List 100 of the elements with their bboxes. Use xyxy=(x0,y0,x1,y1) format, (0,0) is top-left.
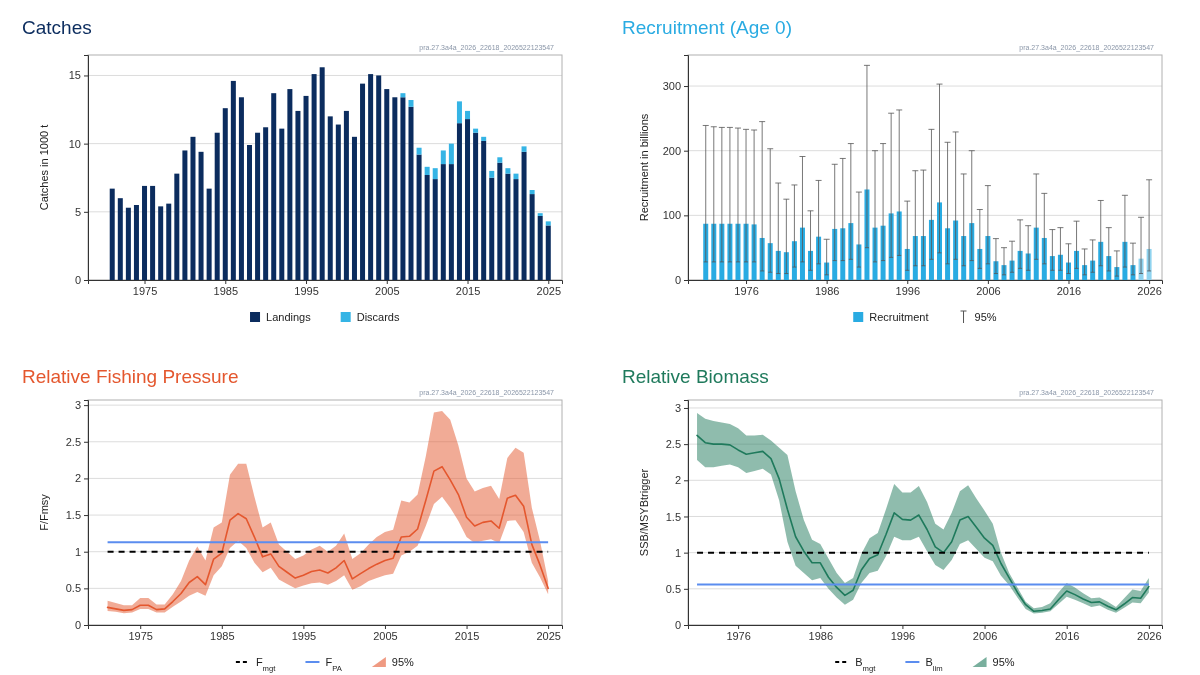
y-tick-label: 15 xyxy=(68,69,81,82)
x-tick-label: 2015 xyxy=(454,629,480,642)
bar xyxy=(198,151,204,280)
y-tick-label: 100 xyxy=(662,209,681,222)
y-axis-title: F/Fmsy xyxy=(38,493,50,531)
bar xyxy=(456,123,462,280)
bar xyxy=(513,179,519,280)
y-tick-label: 1 xyxy=(74,545,81,558)
bar xyxy=(150,185,156,280)
bar xyxy=(465,110,471,120)
x-tick-label: 1996 xyxy=(895,284,921,297)
bar xyxy=(489,170,495,178)
x-tick-label: 1996 xyxy=(890,629,916,642)
legend-label: B$_{mgt}$ xyxy=(855,656,877,673)
bar xyxy=(392,97,398,280)
x-tick-label: 2005 xyxy=(375,284,400,297)
x-tick-label: 2016 xyxy=(1056,284,1082,297)
x-tick-label: 2015 xyxy=(455,284,481,297)
y-tick-label: 0.5 xyxy=(665,582,681,595)
bar xyxy=(424,166,430,175)
bar xyxy=(521,146,527,152)
bar xyxy=(222,108,228,280)
y-tick-label: 0 xyxy=(674,274,681,287)
x-tick-label: 2016 xyxy=(1054,629,1080,642)
bar xyxy=(335,124,341,280)
bar xyxy=(400,97,406,280)
bar xyxy=(497,162,503,280)
y-tick-label: 2 xyxy=(74,472,81,485)
bar xyxy=(182,150,188,280)
y-tick-label: 3 xyxy=(674,401,681,414)
bar xyxy=(432,179,438,280)
bar xyxy=(416,154,422,280)
bar xyxy=(255,132,261,280)
x-tick-label: 1975 xyxy=(128,629,153,642)
y-axis-title: Recruitment in billions xyxy=(638,113,650,222)
x-tick-label: 1995 xyxy=(291,629,317,642)
y-tick-label: 1.5 xyxy=(65,509,81,522)
bar xyxy=(529,194,535,280)
bar xyxy=(473,128,479,133)
text: 95% xyxy=(992,656,1015,668)
bar xyxy=(448,143,454,165)
chart-title: Catches xyxy=(22,17,92,38)
x-tick-label: 1986 xyxy=(808,629,833,642)
bar xyxy=(166,203,172,280)
bar xyxy=(174,173,180,280)
bar xyxy=(327,116,333,280)
bar xyxy=(424,175,430,280)
bar xyxy=(230,80,236,280)
bar xyxy=(440,164,446,280)
x-tick-label: 2026 xyxy=(1137,629,1162,642)
bar xyxy=(142,185,148,280)
y-tick-label: 0 xyxy=(74,619,81,632)
y-tick-label: 0.5 xyxy=(65,582,81,595)
bar xyxy=(351,136,357,280)
bar xyxy=(497,157,503,163)
y-tick-label: 2 xyxy=(674,474,681,487)
text: 95% xyxy=(974,311,997,323)
bar xyxy=(481,140,487,280)
x-tick-label: 2006 xyxy=(976,284,1001,297)
y-tick-label: 300 xyxy=(662,80,681,93)
legend-label: Discards xyxy=(356,311,400,323)
x-tick-label: 1985 xyxy=(210,629,235,642)
x-tick-label: 2026 xyxy=(1137,284,1162,297)
bar xyxy=(448,164,454,280)
bar xyxy=(263,127,269,280)
bar xyxy=(295,110,301,280)
bar xyxy=(238,97,244,280)
bar xyxy=(481,136,487,141)
bar xyxy=(319,67,325,280)
bar xyxy=(456,101,462,124)
bar xyxy=(368,74,374,280)
bar xyxy=(489,177,495,280)
y-tick-label: 3 xyxy=(74,399,81,412)
bar xyxy=(537,213,543,216)
legend-label: Recruitment xyxy=(869,311,929,323)
y-tick-label: 1.5 xyxy=(665,510,681,523)
bar xyxy=(537,215,543,280)
bar xyxy=(529,190,535,195)
y-axis-title: Catches in 1000 t xyxy=(38,124,50,211)
bar xyxy=(384,89,390,280)
bar xyxy=(214,132,220,280)
bar xyxy=(271,93,277,280)
bar xyxy=(279,128,285,280)
bar xyxy=(513,173,519,180)
x-tick-label: 2005 xyxy=(373,629,398,642)
chart-title: Relative Biomass xyxy=(622,366,769,387)
y-tick-label: 2.5 xyxy=(65,435,81,448)
bar xyxy=(247,145,252,280)
x-tick-label: 1975 xyxy=(132,284,158,297)
bar xyxy=(343,110,349,280)
legend-label: F$_{mgt}$ xyxy=(255,656,277,673)
bar xyxy=(473,132,479,280)
bar xyxy=(416,147,422,155)
x-tick-label: 2025 xyxy=(536,629,561,642)
y-tick-label: 1 xyxy=(674,546,681,559)
x-tick-label: 1985 xyxy=(213,284,239,297)
y-tick-label: 2.5 xyxy=(665,438,681,451)
legend-label: B$_{lim}$ xyxy=(925,656,943,673)
y-tick-label: 0 xyxy=(674,619,681,632)
bar xyxy=(311,74,317,280)
